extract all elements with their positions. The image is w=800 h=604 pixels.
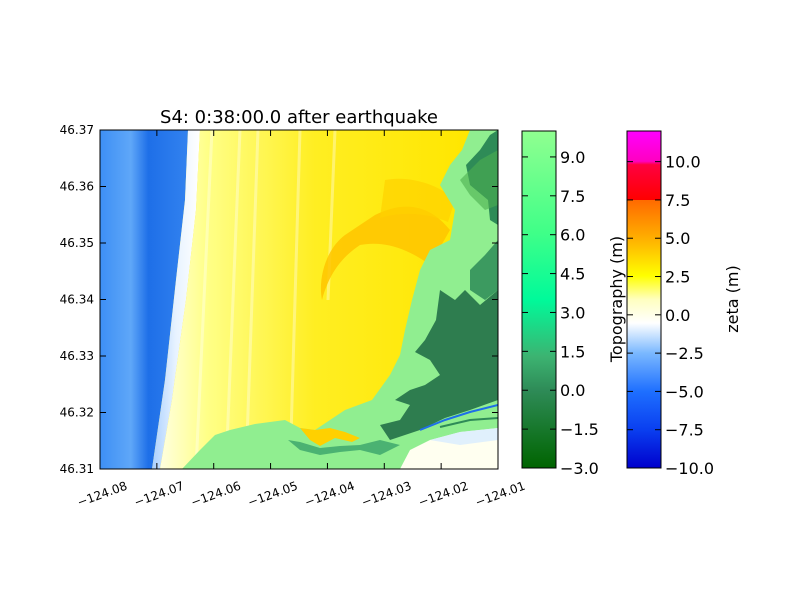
y-tick-label: 46.36 xyxy=(60,180,94,194)
tsunami-map xyxy=(100,130,498,469)
y-tick-label: 46.32 xyxy=(60,406,94,420)
colorbar-tick-label: −1.5 xyxy=(560,420,599,439)
colorbar-tick-label: −10.0 xyxy=(665,459,714,478)
colorbar-tick-label: 6.0 xyxy=(560,226,585,245)
y-tick-label: 46.35 xyxy=(60,236,94,250)
y-tick-label: 46.31 xyxy=(60,462,94,476)
colorbar-tick-label: 0.0 xyxy=(560,381,585,400)
y-tick-label: 46.37 xyxy=(60,123,94,137)
wave-crest xyxy=(320,206,450,300)
x-tick-label: −124.01 xyxy=(473,479,527,510)
colorbar-tick-label: −7.5 xyxy=(665,421,704,440)
colorbar-tick-label: 1.5 xyxy=(560,342,585,361)
ocean-region xyxy=(100,130,188,469)
y-tick-label: 46.34 xyxy=(60,293,94,307)
zeta-colorbar: −10.0 −7.5 −5.0 −2.5 0.0 2.5 5.0 7.5 10.0 zeta (… xyxy=(626,130,742,478)
surf-zone xyxy=(152,130,200,469)
colorbar-tick-label: −2.5 xyxy=(665,344,704,363)
colorbar-tick-label: 7.5 xyxy=(665,191,690,210)
colorbar-tick-label: 7.5 xyxy=(560,187,585,206)
x-tick-label: −124.05 xyxy=(246,479,300,510)
chart-title: S4: 0:38:00.0 after earthquake xyxy=(160,107,438,128)
x-tick-label: −124.04 xyxy=(303,479,357,510)
colorbar-tick-label: 9.0 xyxy=(560,148,585,167)
topography-colorbar-label: Topography (m) xyxy=(607,236,626,363)
colorbar-tick-label: 3.0 xyxy=(560,303,585,322)
topography-colorbar: −3.0 −1.5 0.0 1.5 3.0 4.5 6.0 7.5 9.0 Topography… xyxy=(521,130,626,478)
land-east xyxy=(182,130,498,469)
colorbar-tick-label: 0.0 xyxy=(665,306,690,325)
y-axis: 46.31 46.32 46.33 46.34 46.35 46.36 46.37 xyxy=(60,123,498,476)
x-tick-label: −124.07 xyxy=(132,479,186,510)
colorbar-tick-label: 5.0 xyxy=(665,229,690,248)
colorbar-tick-label: 10.0 xyxy=(665,153,701,172)
colorbar-tick-label: −3.0 xyxy=(560,459,599,478)
bay-inlet xyxy=(300,428,360,446)
x-tick-label: −124.06 xyxy=(189,479,243,510)
zeta-colorbar-label: zeta (m) xyxy=(723,265,742,332)
colorbar-tick-label: −5.0 xyxy=(665,382,704,401)
y-tick-label: 46.33 xyxy=(60,349,94,363)
x-tick-label: −124.03 xyxy=(360,479,414,510)
x-tick-label: −124.02 xyxy=(416,479,470,510)
x-tick-label: −124.08 xyxy=(75,479,129,510)
colorbar-tick-label: 4.5 xyxy=(560,265,585,284)
colorbar-tick-label: 2.5 xyxy=(665,268,690,287)
